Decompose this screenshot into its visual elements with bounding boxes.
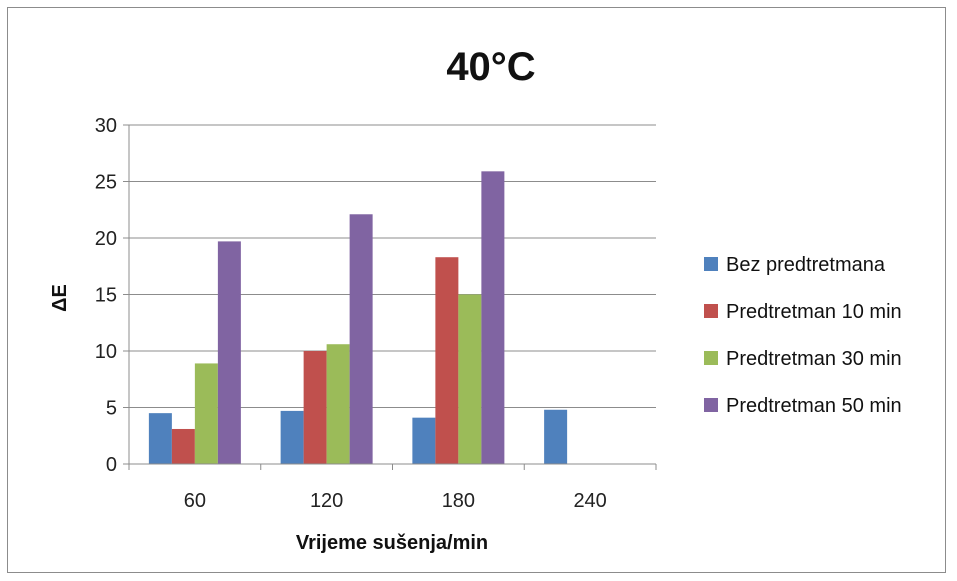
chart-frame: 40°C 0 5 10 15 20 25 30 60 120 180 240 ΔE Vrijeme…: [7, 7, 946, 573]
y-tick-label: 0: [106, 454, 117, 476]
y-tick-label: 25: [95, 172, 117, 194]
x-tick-label: 240: [573, 490, 606, 512]
bar-60-3: [217, 241, 241, 464]
legend-swatch: [704, 351, 718, 365]
y-tick-label: 10: [95, 341, 117, 363]
bar-120-3: [349, 214, 373, 464]
legend-label: Bez predtretmana: [726, 254, 886, 276]
y-tick-label: 15: [95, 285, 117, 307]
bar-180-1: [435, 257, 459, 464]
legend-label: Predtretman 30 min: [726, 348, 902, 370]
legend-swatch: [704, 398, 718, 412]
bar-180-0: [412, 417, 436, 464]
x-axis-ticks: 60 120 180 240: [128, 464, 657, 512]
bar-180-3: [481, 171, 505, 464]
legend-label: Predtretman 50 min: [726, 395, 902, 417]
bar-120-1: [303, 351, 327, 464]
x-tick-label: 180: [442, 490, 475, 512]
legend-swatch: [704, 257, 718, 271]
x-axis-title: Vrijeme sušenja/min: [296, 532, 488, 554]
bar-240-0: [544, 409, 568, 464]
bar-120-2: [326, 344, 350, 464]
bar-180-2: [458, 294, 482, 464]
chart-title: 40°C: [446, 45, 535, 89]
gridlines: [129, 124, 656, 408]
legend-label: Predtretman 10 min: [726, 301, 902, 323]
bar-chart: 40°C 0 5 10 15 20 25 30 60 120 180 240 ΔE Vrijeme…: [49, 45, 902, 554]
legend-swatch: [704, 304, 718, 318]
bar-60-2: [194, 363, 218, 464]
legend: Bez predtretmana Predtretman 10 min Predtr…: [704, 254, 902, 417]
y-axis-title: ΔE: [49, 284, 71, 312]
bar-60-1: [171, 428, 195, 464]
bar-60-0: [148, 413, 172, 464]
y-tick-label: 5: [106, 398, 117, 420]
bars: [148, 171, 568, 464]
y-axis-ticks: 0 5 10 15 20 25 30: [95, 115, 129, 476]
x-tick-label: 60: [184, 490, 206, 512]
y-tick-label: 30: [95, 115, 117, 137]
x-tick-label: 120: [310, 490, 343, 512]
bar-120-0: [280, 410, 304, 464]
y-tick-label: 20: [95, 228, 117, 250]
